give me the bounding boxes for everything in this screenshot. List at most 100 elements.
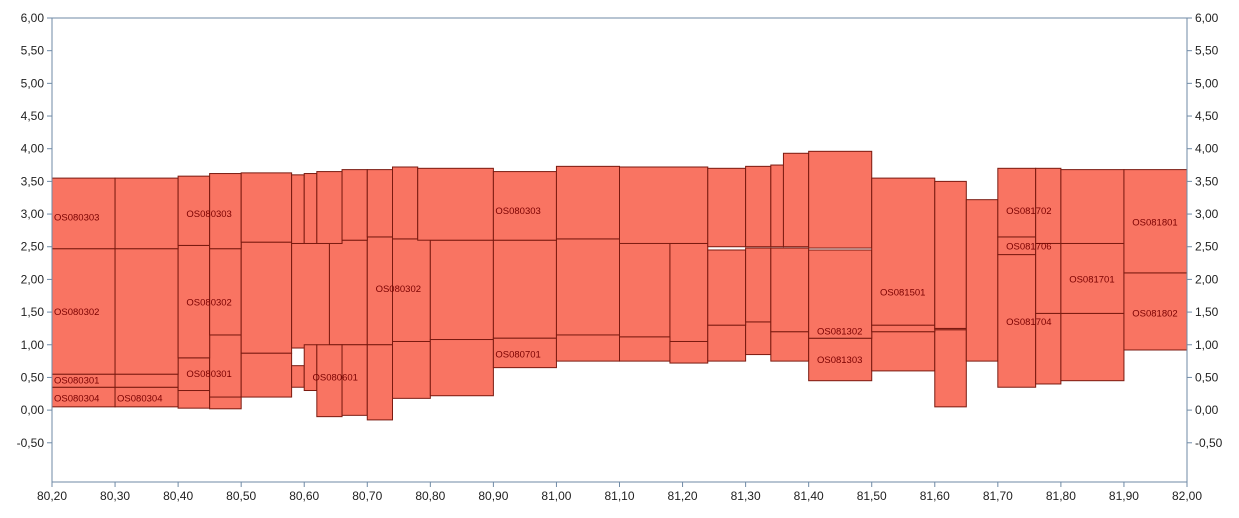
x-tick-label: 80,50: [226, 489, 256, 503]
y-tick-label-right: 3,50: [1195, 174, 1219, 188]
y-tick-label-right: 5,50: [1195, 44, 1219, 58]
x-tick-label: 82,00: [1172, 489, 1202, 503]
segment-label: OS080302: [54, 307, 99, 318]
band-rect: [808, 249, 873, 339]
segment-label: OS081302: [817, 327, 862, 338]
y-tick-label-right: 0,00: [1195, 403, 1219, 417]
band-rect: [770, 331, 810, 362]
segment-label: OS080701: [495, 350, 540, 361]
series-10: [997, 254, 1125, 388]
band-rect: [492, 239, 557, 339]
y-tick-label-left: 5,00: [21, 76, 45, 90]
x-tick-label: 81,80: [1046, 489, 1076, 503]
band-rect: [934, 329, 967, 408]
y-tick-label-right: 5,00: [1195, 76, 1219, 90]
band-rect: [934, 180, 967, 329]
y-tick-label-left: 5,50: [21, 44, 45, 58]
band-rect: [871, 331, 936, 372]
y-tick-label-right: 4,50: [1195, 109, 1219, 123]
x-tick-label: 80,80: [415, 489, 445, 503]
band-rect: [291, 174, 305, 244]
band-rect: [177, 390, 211, 409]
y-tick-label-left: 4,00: [21, 142, 45, 156]
band-rect: [392, 166, 419, 240]
band-rect: [303, 344, 318, 392]
band-rect: [808, 337, 873, 382]
band-rect: [209, 334, 242, 398]
y-tick-label-right: 3,00: [1195, 207, 1219, 221]
band-rect: [209, 173, 242, 250]
x-tick-label: 81,90: [1109, 489, 1139, 503]
segment-label: OS081702: [1006, 206, 1051, 217]
x-tick-label: 81,70: [983, 489, 1013, 503]
band-rect: [808, 150, 873, 249]
band-rect: [871, 324, 936, 333]
x-tick-label: 81,10: [604, 489, 634, 503]
y-tick-label-left: -0,50: [17, 436, 45, 450]
band-rect: [429, 339, 494, 397]
axes-layer: 6,00 6,00 5,50 5,50 5,00 5,00 4,50 4,50 4,00 4,00…: [17, 11, 1223, 503]
band-rect: [745, 321, 772, 356]
band-rect: [114, 177, 179, 250]
y-tick-label-left: 4,50: [21, 109, 45, 123]
band-rect: [707, 324, 747, 362]
y-tick-label-right: 2,00: [1195, 272, 1219, 286]
x-tick-label: 80,30: [100, 489, 130, 503]
band-rect: [1123, 272, 1188, 351]
band-rect: [240, 241, 293, 354]
segment-label: OS081802: [1132, 308, 1177, 319]
series-14: [1123, 272, 1188, 351]
y-tick-label-left: 6,00: [21, 11, 45, 25]
band-rect: [209, 396, 242, 410]
band-rect: [997, 167, 1037, 238]
y-tick-label-right: 1,00: [1195, 338, 1219, 352]
segment-label: OS080304: [117, 393, 162, 404]
series-3: [51, 150, 873, 250]
segment-label: OS080302: [186, 297, 231, 308]
band-rect: [1035, 167, 1062, 244]
band-rect: [555, 165, 621, 240]
y-tick-label-right: 1,50: [1195, 305, 1219, 319]
band-rect: [209, 248, 242, 336]
segment-label: OS081801: [1132, 218, 1177, 229]
band-rect: [429, 239, 494, 341]
y-tick-label-left: 1,50: [21, 305, 45, 319]
y-tick-label-left: 0,50: [21, 370, 45, 384]
x-tick-label: 81,30: [731, 489, 761, 503]
band-rect: [669, 340, 709, 364]
band-rect: [707, 249, 747, 326]
series-2: [51, 236, 709, 375]
band-rect: [341, 344, 368, 416]
band-rect: [1035, 242, 1062, 314]
segment-label: OS080303: [54, 212, 99, 223]
segment-label-layer: OS080303 OS080303 OS080303 OS080302 OS080302…: [54, 206, 1178, 405]
series-0: [51, 386, 242, 410]
y-tick-label-left: 3,00: [21, 207, 45, 221]
band-rect: [328, 239, 368, 346]
y-tick-label-left: 0,00: [21, 403, 45, 417]
band-rect: [366, 344, 393, 421]
band-rect: [1060, 312, 1125, 382]
series-9: [965, 199, 999, 362]
segment-label: OS081701: [1069, 274, 1114, 285]
band-rect: [303, 173, 318, 244]
y-tick-label-right: -0,50: [1195, 436, 1223, 450]
band-rect: [492, 337, 557, 369]
x-tick-label: 81,60: [920, 489, 950, 503]
band-rect: [871, 177, 936, 326]
band-rect: [114, 248, 179, 375]
segment-label: OS081706: [1006, 242, 1051, 253]
band-rect: [619, 336, 671, 362]
band-rect: [392, 340, 431, 399]
band-layer: [51, 150, 1188, 421]
band-rect: [555, 334, 621, 362]
band-rect: [770, 164, 784, 248]
y-tick-label-right: 0,50: [1195, 370, 1219, 384]
segment-label: OS080302: [376, 284, 421, 295]
x-tick-label: 80,90: [478, 489, 508, 503]
y-tick-label-left: 2,00: [21, 272, 45, 286]
segment-label: OS081303: [817, 355, 862, 366]
band-rect: [240, 352, 293, 398]
